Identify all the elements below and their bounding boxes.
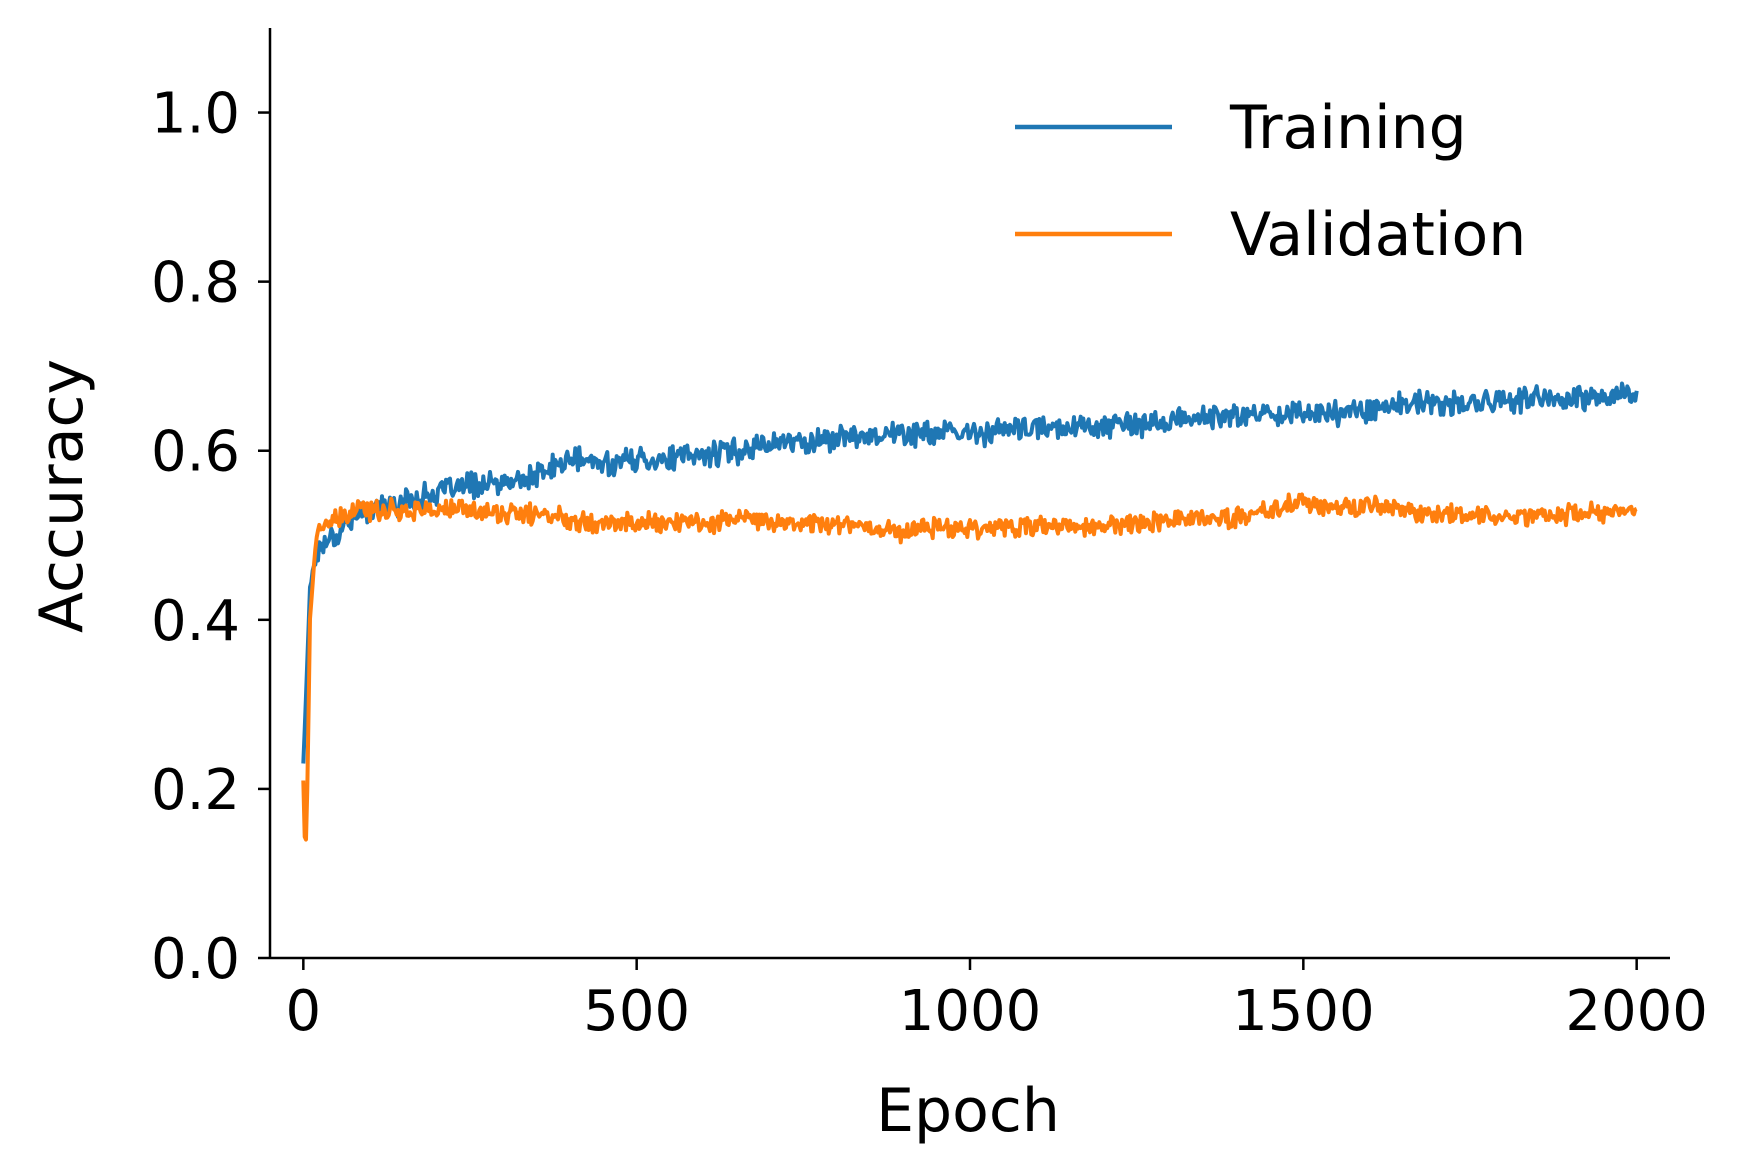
- series-line-validation: [301, 492, 1638, 842]
- legend-label-validation: Validation: [1230, 200, 1526, 270]
- legend-label-training: Training: [1229, 93, 1467, 163]
- y-tick-label: 0.8: [151, 251, 240, 316]
- y-tick-label: 0.6: [151, 420, 240, 485]
- y-tick-label: 0.0: [151, 927, 240, 992]
- y-axis-label: Accuracy: [27, 359, 97, 633]
- y-tick-label: 0.4: [151, 589, 240, 654]
- plot-area: [301, 381, 1639, 842]
- x-tick-label: 0: [286, 979, 322, 1044]
- series-line-training: [301, 381, 1639, 764]
- x-tick-label: 2000: [1565, 979, 1708, 1044]
- x-tick-label: 500: [583, 979, 690, 1044]
- x-axis-label: Epoch: [876, 1076, 1060, 1146]
- axes: 0 500 1000 1500 2000 0.0 0.2 0.4 0.6 0.8 1.0: [151, 28, 1708, 1044]
- x-tick-label: 1500: [1232, 979, 1375, 1044]
- x-tick-label: 1000: [899, 979, 1042, 1044]
- y-tick-label: 0.2: [151, 758, 240, 823]
- y-tick-label: 1.0: [151, 82, 240, 147]
- legend: Training Validation: [1015, 93, 1526, 270]
